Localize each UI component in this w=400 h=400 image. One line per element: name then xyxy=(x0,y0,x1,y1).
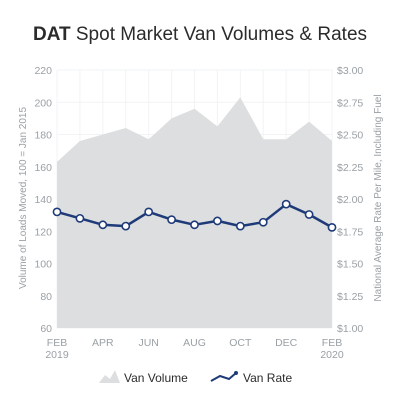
rate-point xyxy=(304,210,314,219)
right-axis-label: National Average Rate Per Mile, Includin… xyxy=(373,94,384,301)
rate-point xyxy=(144,207,154,217)
rate-points-layer xyxy=(52,199,337,232)
rate-point xyxy=(167,215,176,225)
rate-point xyxy=(121,221,131,231)
rate-point xyxy=(52,207,62,217)
left-tick-label: 140 xyxy=(34,194,52,206)
rate-point xyxy=(327,222,337,232)
right-tick-label: $1.50 xyxy=(337,259,363,271)
right-axis-ticks: $3.00 $2.75 $2.50 $2.25 $2.00 $1.75 $1.50 $1.25… xyxy=(337,65,363,335)
x-tick-label: APR xyxy=(92,337,114,349)
x-tick-label: OCT xyxy=(229,337,252,349)
left-axis-ticks: 220 200 180 160 140 120 100 80 60 xyxy=(34,65,52,335)
legend-volume-area-icon xyxy=(99,370,120,383)
legend-rate-point-icon xyxy=(234,371,238,375)
left-axis-label: Volume of Loads Moved, 100 = Jan 2015 xyxy=(18,107,29,290)
legend-volume-label: Van Volume xyxy=(124,371,188,385)
right-tick-label: $2.50 xyxy=(337,130,363,142)
right-tick-label: $1.00 xyxy=(337,323,363,335)
left-tick-label: 200 xyxy=(34,97,52,109)
rate-point xyxy=(213,216,222,226)
left-tick-label: 100 xyxy=(34,259,52,271)
chart-title: DAT Spot Market Van Volumes & Rates xyxy=(33,24,367,45)
left-tick-label: 80 xyxy=(40,291,52,303)
right-tick-label: $2.00 xyxy=(337,194,363,206)
chart-title-text: Spot Market Van Volumes & Rates xyxy=(71,24,367,45)
rate-point xyxy=(281,199,291,209)
chart-title-brand: DAT xyxy=(33,24,71,45)
volume-area-layer xyxy=(57,97,332,329)
x-tick-year-label: 2019 xyxy=(45,349,69,361)
rate-point xyxy=(75,213,85,223)
left-tick-label: 160 xyxy=(34,162,52,174)
x-tick-label: FEB xyxy=(322,337,342,349)
left-tick-label: 120 xyxy=(34,226,52,238)
rate-point xyxy=(98,220,108,230)
x-tick-year-label: 2020 xyxy=(320,349,344,361)
rate-point xyxy=(258,217,268,227)
right-tick-label: $2.25 xyxy=(337,162,363,174)
x-tick-label: DEC xyxy=(275,337,298,349)
volume-area xyxy=(57,97,332,329)
right-tick-label: $2.75 xyxy=(337,97,363,109)
rate-point xyxy=(235,221,245,231)
x-tick-label: FEB xyxy=(47,337,67,349)
right-tick-label: $1.25 xyxy=(337,291,363,303)
legend-rate-label: Van Rate xyxy=(243,371,292,385)
legend-rate-line-icon xyxy=(210,372,237,382)
left-tick-label: 220 xyxy=(34,65,52,77)
legend: Van Volume Van Rate xyxy=(99,370,292,385)
right-tick-label: $1.75 xyxy=(337,226,363,238)
x-tick-label: AUG xyxy=(183,337,206,349)
x-tick-label: JUN xyxy=(138,337,158,349)
left-tick-label: 180 xyxy=(34,130,52,142)
rate-point xyxy=(190,220,199,230)
right-tick-label: $3.00 xyxy=(337,65,363,77)
left-tick-label: 60 xyxy=(40,323,52,335)
